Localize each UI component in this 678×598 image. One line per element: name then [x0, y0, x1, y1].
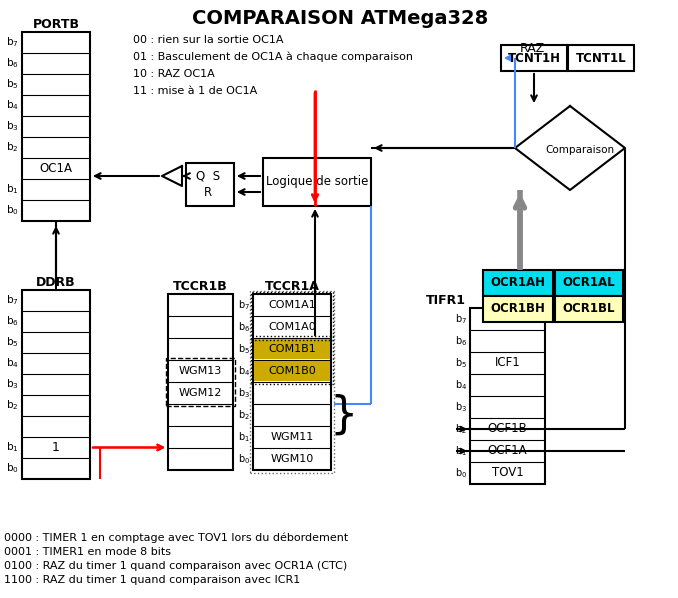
- Bar: [251, 292, 333, 340]
- Text: b$_7$: b$_7$: [6, 36, 19, 50]
- Text: PORTB: PORTB: [33, 17, 79, 30]
- Text: b$_5$: b$_5$: [455, 356, 467, 370]
- Text: b$_5$: b$_5$: [6, 78, 19, 91]
- Text: TCCR1B: TCCR1B: [173, 279, 228, 292]
- Text: 0001 : TIMER1 en mode 8 bits: 0001 : TIMER1 en mode 8 bits: [4, 547, 171, 557]
- Text: b$_6$: b$_6$: [238, 320, 250, 334]
- Text: 10 : RAZ OC1A: 10 : RAZ OC1A: [133, 69, 215, 79]
- Bar: [483, 296, 553, 322]
- Bar: [555, 270, 623, 296]
- Text: b$_5$: b$_5$: [238, 342, 250, 356]
- Text: WGM13: WGM13: [179, 366, 222, 376]
- Text: b$_1$: b$_1$: [238, 430, 250, 444]
- Bar: [186, 163, 234, 206]
- Text: 0100 : RAZ du timer 1 quand comparaison avec OCR1A (CTC): 0100 : RAZ du timer 1 quand comparaison …: [4, 561, 347, 571]
- Text: b$_0$: b$_0$: [455, 466, 467, 480]
- Bar: [22, 290, 90, 479]
- Text: OCR1AL: OCR1AL: [563, 276, 616, 289]
- Polygon shape: [515, 106, 625, 190]
- Bar: [22, 32, 90, 221]
- Text: WGM11: WGM11: [271, 432, 314, 442]
- Text: WGM12: WGM12: [179, 388, 222, 398]
- Text: b$_3$: b$_3$: [6, 120, 19, 133]
- Text: TCNT1L: TCNT1L: [576, 51, 626, 65]
- Text: Comparaison: Comparaison: [545, 145, 614, 155]
- Text: RAZ: RAZ: [520, 41, 545, 54]
- Text: ICF1: ICF1: [495, 356, 521, 370]
- Text: b$_3$: b$_3$: [238, 386, 250, 400]
- Text: b$_4$: b$_4$: [238, 364, 250, 378]
- Text: TIFR1: TIFR1: [426, 294, 466, 307]
- Text: b$_4$: b$_4$: [6, 356, 19, 370]
- Text: b$_6$: b$_6$: [455, 334, 467, 348]
- Text: DDRB: DDRB: [36, 276, 76, 288]
- Bar: [555, 296, 623, 322]
- Text: b$_4$: b$_4$: [6, 99, 19, 112]
- Text: b$_3$: b$_3$: [6, 377, 19, 392]
- Text: b$_2$: b$_2$: [7, 399, 19, 413]
- Text: 0000 : TIMER 1 en comptage avec TOV1 lors du débordement: 0000 : TIMER 1 en comptage avec TOV1 lor…: [4, 533, 348, 543]
- Bar: [168, 294, 233, 470]
- Bar: [254, 361, 330, 381]
- Text: b$_2$: b$_2$: [7, 141, 19, 154]
- Text: OCF1A: OCF1A: [487, 444, 527, 457]
- Text: COMPARAISON ATMega328: COMPARAISON ATMega328: [192, 8, 488, 28]
- Bar: [568, 45, 634, 71]
- Text: TOV1: TOV1: [492, 466, 523, 480]
- Text: b$_2$: b$_2$: [455, 422, 467, 436]
- Text: TCCR1A: TCCR1A: [264, 279, 319, 292]
- Text: 1100 : RAZ du timer 1 quand comparaison avec ICR1: 1100 : RAZ du timer 1 quand comparaison …: [4, 575, 300, 585]
- Text: OCR1BL: OCR1BL: [563, 303, 615, 316]
- Text: b$_6$: b$_6$: [6, 315, 19, 328]
- Text: b$_0$: b$_0$: [238, 452, 250, 466]
- Text: b$_0$: b$_0$: [6, 462, 19, 475]
- Bar: [263, 158, 371, 206]
- Text: COM1B1: COM1B1: [268, 344, 316, 354]
- Text: 11 : mise à 1 de OC1A: 11 : mise à 1 de OC1A: [133, 86, 257, 96]
- Text: WGM10: WGM10: [271, 454, 314, 464]
- Bar: [254, 339, 330, 359]
- Bar: [483, 270, 553, 296]
- Text: b$_1$: b$_1$: [455, 444, 467, 458]
- Text: COM1A0: COM1A0: [268, 322, 316, 332]
- Text: OC1A: OC1A: [39, 162, 73, 175]
- Text: 1: 1: [52, 441, 60, 454]
- Text: b$_2$: b$_2$: [238, 408, 250, 422]
- Text: R: R: [204, 187, 212, 200]
- Text: b$_1$: b$_1$: [6, 441, 19, 454]
- Text: COM1B0: COM1B0: [268, 366, 316, 376]
- Bar: [250, 291, 334, 473]
- Text: TCNT1H: TCNT1H: [508, 51, 561, 65]
- Bar: [253, 294, 331, 470]
- Text: b$_4$: b$_4$: [455, 378, 467, 392]
- Text: b$_0$: b$_0$: [6, 203, 19, 218]
- Text: b$_1$: b$_1$: [6, 182, 19, 196]
- Text: COM1A1: COM1A1: [268, 300, 316, 310]
- Bar: [501, 45, 567, 71]
- Text: 01 : Basculement de OC1A à chaque comparaison: 01 : Basculement de OC1A à chaque compar…: [133, 52, 413, 62]
- Text: OCF1B: OCF1B: [487, 423, 527, 435]
- Text: b$_7$: b$_7$: [6, 294, 19, 307]
- Text: 00 : rien sur la sortie OC1A: 00 : rien sur la sortie OC1A: [133, 35, 283, 45]
- Text: OCR1BH: OCR1BH: [491, 303, 545, 316]
- Polygon shape: [162, 166, 182, 186]
- Bar: [166, 358, 235, 406]
- Text: }: }: [330, 393, 358, 437]
- Text: Q  S: Q S: [196, 169, 220, 182]
- Bar: [470, 308, 545, 484]
- Bar: [251, 336, 333, 384]
- Text: b$_7$: b$_7$: [455, 312, 467, 326]
- Text: b$_7$: b$_7$: [238, 298, 250, 312]
- Text: OCR1AH: OCR1AH: [490, 276, 546, 289]
- Text: b$_5$: b$_5$: [6, 335, 19, 349]
- Text: b$_3$: b$_3$: [455, 400, 467, 414]
- Text: b$_6$: b$_6$: [6, 57, 19, 71]
- Text: Logique de sortie: Logique de sortie: [266, 175, 368, 188]
